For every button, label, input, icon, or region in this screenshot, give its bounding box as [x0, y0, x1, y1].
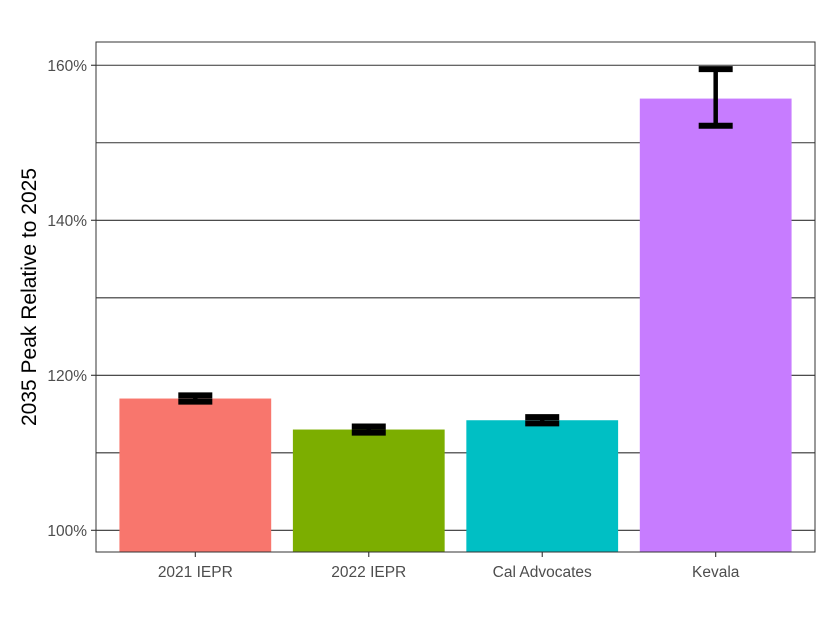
plot-panel-border	[95, 41, 816, 553]
x-tick-label: 2021 IEPR	[158, 564, 233, 581]
bar-cal-advocates	[466, 420, 619, 552]
y-tick-label: 160%	[47, 58, 87, 75]
bars	[119, 98, 792, 553]
bar-2022-iepr	[292, 429, 445, 552]
bar-kevala	[639, 98, 792, 553]
y-tick-label: 100%	[47, 523, 87, 540]
x-tick-label: Kevala	[692, 564, 740, 581]
x-tick-label: Cal Advocates	[493, 564, 592, 581]
axes: 2021 IEPR 2022 IEPR Cal Advocates Kevala 100…	[47, 58, 739, 581]
y-axis-title: 2035 Peak Relative to 2025	[18, 168, 41, 426]
y-tick-label: 120%	[47, 368, 87, 385]
error-bars	[178, 66, 733, 436]
x-tick-label: 2022 IEPR	[331, 564, 406, 581]
bar-2021-iepr	[119, 398, 272, 552]
y-tick-label: 140%	[47, 213, 87, 230]
